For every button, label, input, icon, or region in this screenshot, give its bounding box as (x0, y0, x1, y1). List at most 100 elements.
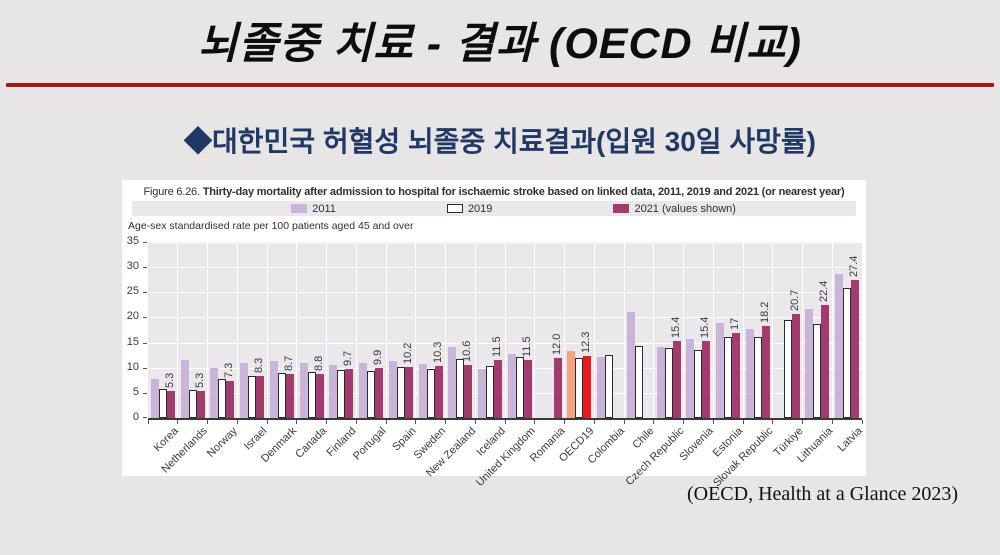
bar-2011-Latvia (835, 273, 844, 418)
y-tick (143, 392, 147, 394)
bar-2019-Türkiye (783, 319, 792, 418)
bar-2021-Czech Republic (672, 340, 681, 418)
gridline-vertical (564, 242, 565, 418)
x-tick (207, 420, 208, 424)
figure-title: Figure 6.26. Thirty-day mortality after … (122, 185, 866, 199)
legend-label-2021: 2021 (values shown) (634, 202, 736, 215)
y-tick-label: 5 (132, 385, 139, 398)
value-label: 11.5 (520, 336, 533, 358)
bar-2011-Colombia (597, 356, 606, 418)
bar-2021-Norway (226, 381, 235, 418)
bar-2019-Latvia (843, 287, 852, 418)
legend-label-2019: 2019 (467, 202, 493, 215)
bar-2011-Chile (626, 312, 635, 418)
value-label: 11.5 (491, 336, 504, 358)
gridline-vertical (504, 242, 506, 418)
value-label: 8.3 (253, 357, 266, 374)
y-tick (143, 242, 147, 243)
bar-2019-Finland (337, 369, 346, 418)
y-tick (143, 317, 147, 319)
bar-2021-Finland (345, 369, 354, 418)
x-tick (712, 420, 714, 424)
x-axis-label: Portugal (351, 425, 389, 463)
bar-2019-Portugal (367, 370, 376, 418)
value-label: 8.8 (312, 355, 325, 371)
bar-2011-Estonia (716, 322, 725, 418)
gridline-vertical (683, 242, 684, 418)
bar-2011-OECD19 (567, 350, 576, 418)
gridline-vertical (831, 242, 833, 418)
bar-2021-Korea (166, 391, 175, 418)
bar-2019-Czech Republic (664, 348, 673, 418)
gridline-vertical (236, 242, 238, 418)
bar-2011-Czech Republic (656, 347, 665, 418)
y-tick (143, 292, 147, 294)
value-label: 10.2 (401, 342, 414, 364)
value-label: 10.6 (461, 340, 474, 362)
bar-2019-Spain (396, 367, 405, 418)
value-label: 12.0 (550, 333, 563, 355)
value-label: 5.3 (163, 373, 176, 389)
plot-area: 5.3 5.3 7.3 8.3 8.7 8.8 9.7 9.9 10.2 10.3 10.6 11.5… (143, 242, 862, 420)
bar-2021-United Kingdom (523, 360, 532, 418)
value-label: 8.7 (282, 355, 295, 372)
legend-label-2011: 2011 (312, 202, 336, 215)
bar-2019-Israel (248, 375, 257, 418)
gridline-vertical (177, 242, 179, 418)
bar-2021-Denmark (285, 374, 294, 418)
bar-2019-Estonia (724, 337, 733, 418)
x-tick (147, 420, 149, 424)
bar-2021-Sweden (434, 366, 443, 418)
bar-2019-Chile (634, 346, 643, 418)
gridline-vertical (742, 242, 744, 418)
legend-swatch-2021 (613, 204, 630, 213)
x-tick (623, 420, 625, 424)
value-label: 15.4 (699, 316, 712, 338)
x-axis-labels: Korea Netherlands Norway Israel Denmark Canad… (147, 420, 865, 489)
bar-2021-Romania (553, 357, 562, 418)
slide-subtitle: ◆대한민국 허혈성 뇌졸중 치료결과(입원 30일 사망률) (184, 126, 816, 157)
bar-2019-Sweden (426, 368, 435, 418)
bar-2021-Portugal (375, 368, 384, 418)
x-tick (355, 420, 357, 424)
bar-2019-OECD19 (575, 358, 584, 418)
bar-2019-Slovak Republic (753, 336, 762, 418)
bar-2011-Finland (329, 364, 338, 418)
bar-2021-OECD19 (583, 356, 592, 418)
figure-panel: Figure 6.26. Thirty-day mortality after … (122, 180, 866, 489)
value-label: 20.7 (788, 289, 801, 311)
bar-2011-Spain (388, 361, 397, 418)
bar-2011-Israel (240, 362, 249, 418)
bar-2021-Canada (315, 373, 324, 418)
bar-2011-Slovak Republic (745, 329, 754, 418)
gridline-vertical (296, 242, 298, 418)
chart-legend: 2011 2019 2021 (values shown) (132, 201, 856, 216)
x-axis-label: Norway (205, 425, 240, 460)
bar-2021-Latvia (851, 280, 860, 418)
page-title: 뇌졸중 치료 - 결과 (OECD 비교) (198, 20, 802, 68)
bar-2011-Canada (299, 362, 308, 418)
bar-2019-Iceland (486, 366, 495, 418)
gridline-vertical (355, 242, 357, 418)
bar-2021-Lithuania (821, 305, 830, 418)
x-axis-label: Latvia (835, 425, 865, 455)
x-tick (296, 420, 298, 424)
value-label: 5.3 (193, 373, 206, 389)
bar-2011-Norway (210, 367, 219, 418)
gridline-vertical (266, 242, 268, 418)
value-label: 12.3 (580, 331, 593, 354)
figure-title-text: Thirty-day mortality after admission to … (202, 186, 845, 198)
bar-2019-Norway (218, 378, 227, 418)
x-tick (415, 420, 417, 424)
gridline-vertical (772, 242, 774, 418)
bar-2019-Colombia (605, 354, 614, 418)
x-tick (385, 420, 387, 424)
gridline-vertical (653, 242, 655, 418)
legend-swatch-2019 (446, 204, 463, 213)
legend-swatch-2011 (291, 204, 308, 213)
y-tick (143, 367, 147, 369)
bar-2019-Denmark (277, 372, 286, 418)
value-label: 7.3 (223, 363, 236, 379)
y-tick (143, 267, 147, 269)
x-tick (683, 420, 684, 424)
